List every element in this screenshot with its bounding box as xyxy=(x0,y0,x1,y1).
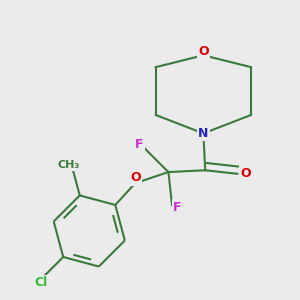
Text: O: O xyxy=(240,167,251,180)
Text: O: O xyxy=(130,171,141,184)
Text: N: N xyxy=(198,127,208,140)
Text: Cl: Cl xyxy=(34,276,48,289)
Text: F: F xyxy=(173,200,182,214)
Text: F: F xyxy=(135,138,143,151)
Text: O: O xyxy=(198,45,209,58)
Text: CH₃: CH₃ xyxy=(58,160,80,170)
